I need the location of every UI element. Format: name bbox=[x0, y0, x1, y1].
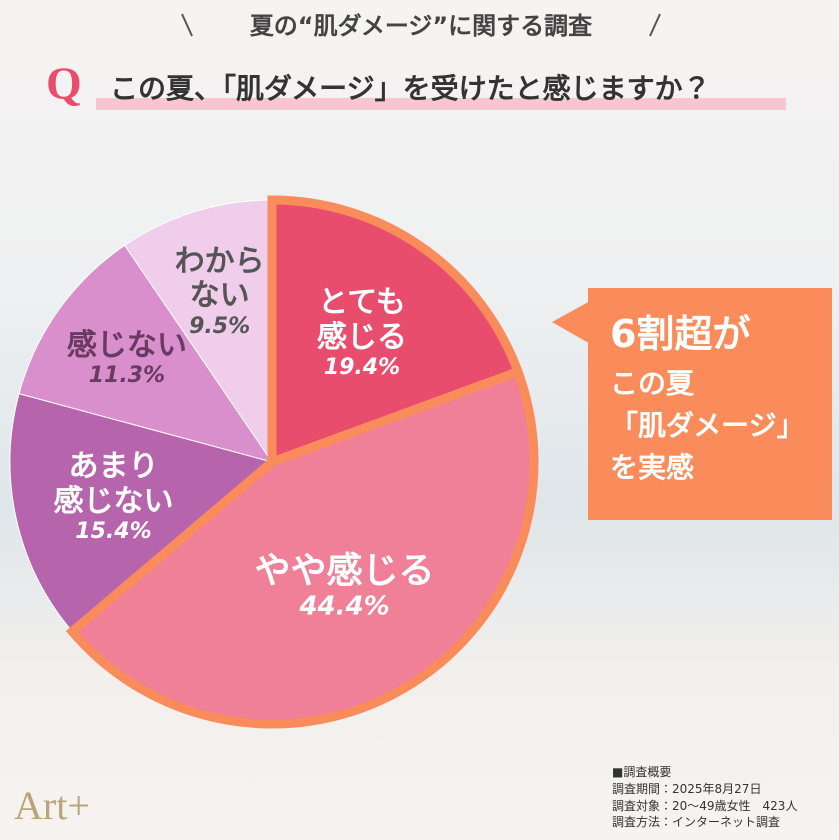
pie-slice bbox=[65, 365, 539, 729]
callout-line: 「肌ダメージ」 bbox=[610, 409, 805, 442]
survey-line: 調査期間：2025年8月27日 bbox=[612, 781, 762, 796]
logo: Art+ bbox=[14, 783, 90, 828]
pie-slice bbox=[9, 393, 274, 633]
callout-line: を実感 bbox=[610, 451, 695, 484]
value-label: 11.3% bbox=[88, 363, 166, 389]
callout-pointer bbox=[552, 300, 592, 345]
survey-line: 調査対象：20〜49歳女性 423人 bbox=[612, 798, 798, 813]
category-label: やや感じる bbox=[254, 550, 435, 592]
subtitle: この夏、「肌ダメージ」を受けたと感じますか？ bbox=[110, 72, 711, 105]
value-label: 19.4% bbox=[323, 354, 401, 380]
question-marker: Q bbox=[46, 58, 82, 109]
survey-line: 調査方法：インターネット調査 bbox=[612, 815, 781, 830]
callout-line: 6割超が bbox=[610, 312, 751, 356]
value-label: 15.4% bbox=[75, 519, 152, 545]
slice-label: とても 感じる 19.4% bbox=[316, 284, 407, 380]
slice-label: やや感じる 44.4% bbox=[255, 551, 435, 622]
category-label: 感じない bbox=[66, 327, 187, 363]
decoration bbox=[181, 13, 193, 37]
category-label: とても 感じる bbox=[316, 284, 407, 355]
slice-label: 感じない 11.3% bbox=[66, 327, 187, 389]
pie-slice bbox=[124, 199, 273, 464]
category-label: あまり 感じない bbox=[53, 449, 174, 519]
callout-line: この夏 bbox=[610, 367, 695, 400]
underline bbox=[96, 98, 786, 110]
callout: 6割超がこの夏「肌ダメージ」 を実感 bbox=[588, 288, 832, 520]
pie-slice bbox=[18, 244, 274, 463]
pie-slice bbox=[267, 195, 524, 469]
slice-label: あまり 感じない 15.4% bbox=[53, 449, 174, 545]
decoration bbox=[649, 13, 661, 37]
chart-title: 夏の“肌ダメージ”に関する調査 bbox=[250, 12, 592, 40]
value-label: 44.4% bbox=[299, 591, 390, 622]
survey: ■調査概要 調査期間：2025年8月27日 調査対象：20〜49歳女性 423人… bbox=[612, 764, 797, 831]
slice-label: わから ない 9.5% bbox=[174, 243, 265, 339]
survey-heading: ■調査概要 bbox=[612, 765, 672, 779]
value-label: 9.5% bbox=[189, 313, 251, 339]
category-label: わから ない bbox=[174, 243, 265, 314]
